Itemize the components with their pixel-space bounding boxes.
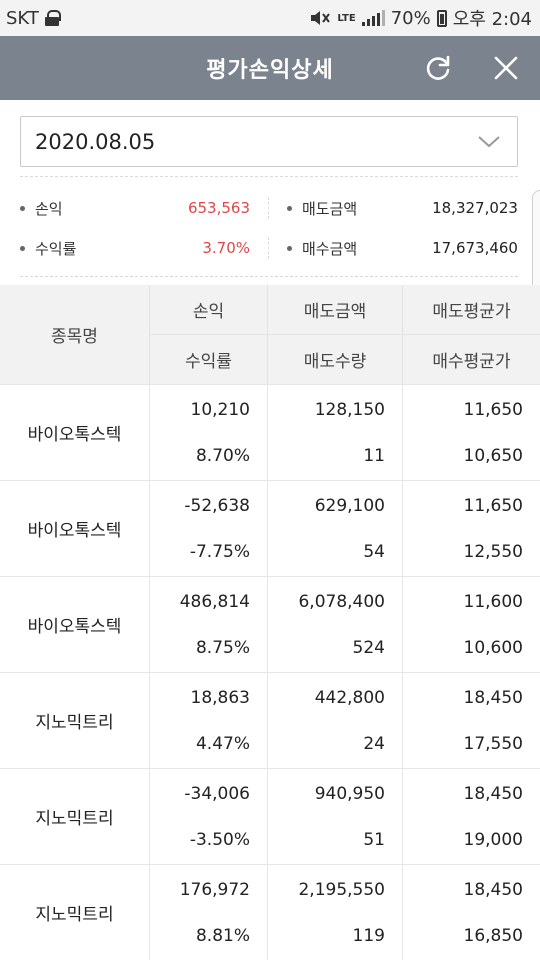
row-sell-qty: 54 bbox=[363, 542, 385, 563]
stock-name: 바이오톡스텍 bbox=[0, 385, 150, 480]
row-sell-avg: 11,600 bbox=[463, 591, 523, 612]
summary-panel: 손익 653,563 매도금액 18,327,023 수익률 3.70% 매수금… bbox=[18, 188, 518, 268]
row-buy-avg: 16,850 bbox=[463, 926, 523, 947]
header-buy-avg: 매수평균가 bbox=[432, 351, 511, 372]
lte-indicator: LTE bbox=[337, 12, 356, 24]
row-sell-qty: 119 bbox=[352, 926, 385, 947]
row-rate: -7.75% bbox=[189, 542, 250, 563]
row-sell-amount: 6,078,400 bbox=[298, 591, 385, 612]
table-row[interactable]: 지노믹트리 18,863 4.47% 442,800 24 18,450 17,… bbox=[0, 673, 540, 769]
row-rate: 8.70% bbox=[195, 446, 250, 467]
profit-table: 종목명 손익 수익률 매도금액 매도수량 매도평균가 매수평균가 바이오톡스텍 … bbox=[0, 285, 540, 960]
row-sell-avg: 11,650 bbox=[463, 399, 523, 420]
buy-amount-value: 17,673,460 bbox=[432, 239, 518, 257]
battery-icon bbox=[436, 9, 447, 27]
header-sell-amount: 매도금액 bbox=[268, 285, 402, 335]
date-select-value: 2020.08.05 bbox=[35, 129, 156, 154]
row-sell-qty: 524 bbox=[352, 638, 385, 659]
sell-amount-value: 18,327,023 bbox=[432, 199, 518, 217]
stock-name: 바이오톡스텍 bbox=[0, 577, 150, 672]
row-sell-avg: 18,450 bbox=[463, 879, 523, 900]
row-profit: -52,638 bbox=[184, 495, 250, 516]
refresh-icon bbox=[426, 55, 450, 80]
stock-name: 지노믹트리 bbox=[0, 769, 150, 864]
table-body: 바이오톡스텍 10,210 8.70% 128,150 11 11,650 10… bbox=[0, 385, 540, 960]
table-header: 종목명 손익 수익률 매도금액 매도수량 매도평균가 매수평균가 bbox=[0, 285, 540, 385]
row-sell-qty: 11 bbox=[363, 446, 385, 467]
profit-value: 653,563 bbox=[187, 199, 250, 217]
page-header: 평가손익상세 bbox=[0, 36, 540, 100]
row-profit: 10,210 bbox=[190, 399, 250, 420]
row-rate: 4.47% bbox=[195, 734, 250, 755]
table-row[interactable]: 바이오톡스텍 10,210 8.70% 128,150 11 11,650 10… bbox=[0, 385, 540, 481]
table-row[interactable]: 지노믹트리 -34,006 -3.50% 940,950 51 18,450 1… bbox=[0, 769, 540, 865]
table-row[interactable]: 지노믹트리 176,972 8.81% 2,195,550 119 18,450… bbox=[0, 865, 540, 960]
row-sell-amount: 629,100 bbox=[314, 495, 385, 516]
row-buy-avg: 19,000 bbox=[463, 830, 523, 851]
clock: 오후 2:04 bbox=[452, 9, 532, 30]
row-profit: 176,972 bbox=[179, 879, 250, 900]
row-rate: 8.75% bbox=[195, 638, 250, 659]
lock-icon bbox=[44, 10, 61, 26]
row-rate: 8.81% bbox=[195, 926, 250, 947]
row-sell-avg: 11,650 bbox=[463, 495, 523, 516]
row-buy-avg: 10,600 bbox=[463, 638, 523, 659]
mute-icon bbox=[311, 11, 331, 25]
row-sell-amount: 442,800 bbox=[314, 687, 385, 708]
row-sell-avg: 18,450 bbox=[463, 783, 523, 804]
row-sell-amount: 128,150 bbox=[314, 399, 385, 420]
header-profit: 손익 bbox=[150, 285, 267, 335]
stock-name: 지노믹트리 bbox=[0, 865, 150, 960]
row-buy-avg: 10,650 bbox=[463, 446, 523, 467]
row-sell-avg: 18,450 bbox=[463, 687, 523, 708]
carrier-label: SKT bbox=[6, 7, 39, 29]
divider bbox=[20, 176, 518, 177]
rate-value: 3.70% bbox=[202, 239, 250, 257]
close-icon bbox=[494, 56, 518, 80]
rate-label: 수익률 bbox=[35, 239, 77, 258]
header-sell-qty: 매도수량 bbox=[303, 351, 367, 372]
row-sell-amount: 2,195,550 bbox=[298, 879, 385, 900]
signal-icon bbox=[361, 10, 385, 26]
stock-name: 바이오톡스텍 bbox=[0, 481, 150, 576]
row-buy-avg: 12,550 bbox=[463, 542, 523, 563]
row-profit: 18,863 bbox=[190, 687, 250, 708]
row-rate: -3.50% bbox=[189, 830, 250, 851]
divider bbox=[20, 276, 518, 277]
row-sell-amount: 940,950 bbox=[314, 783, 385, 804]
status-bar: SKT LTE 70% 오후 2:04 bbox=[0, 0, 540, 36]
header-rate: 수익률 bbox=[185, 351, 232, 372]
battery-percent: 70% bbox=[390, 7, 431, 29]
profit-label: 손익 bbox=[35, 199, 63, 218]
chevron-down-icon bbox=[478, 136, 500, 148]
page-title: 평가손익상세 bbox=[206, 58, 334, 83]
header-name: 종목명 bbox=[0, 285, 150, 384]
row-buy-avg: 17,550 bbox=[463, 734, 523, 755]
refresh-button[interactable] bbox=[422, 52, 454, 84]
close-button[interactable] bbox=[490, 52, 522, 84]
row-sell-qty: 51 bbox=[363, 830, 385, 851]
row-profit: -34,006 bbox=[184, 783, 250, 804]
row-profit: 486,814 bbox=[179, 591, 250, 612]
row-sell-qty: 24 bbox=[363, 734, 385, 755]
date-select[interactable]: 2020.08.05 bbox=[20, 116, 518, 167]
table-row[interactable]: 바이오톡스텍 486,814 8.75% 6,078,400 524 11,60… bbox=[0, 577, 540, 673]
buy-amount-label: 매수금액 bbox=[302, 239, 358, 258]
header-sell-avg: 매도평균가 bbox=[403, 285, 540, 335]
table-row[interactable]: 바이오톡스텍 -52,638 -7.75% 629,100 54 11,650 … bbox=[0, 481, 540, 577]
stock-name: 지노믹트리 bbox=[0, 673, 150, 768]
sell-amount-label: 매도금액 bbox=[302, 199, 358, 218]
